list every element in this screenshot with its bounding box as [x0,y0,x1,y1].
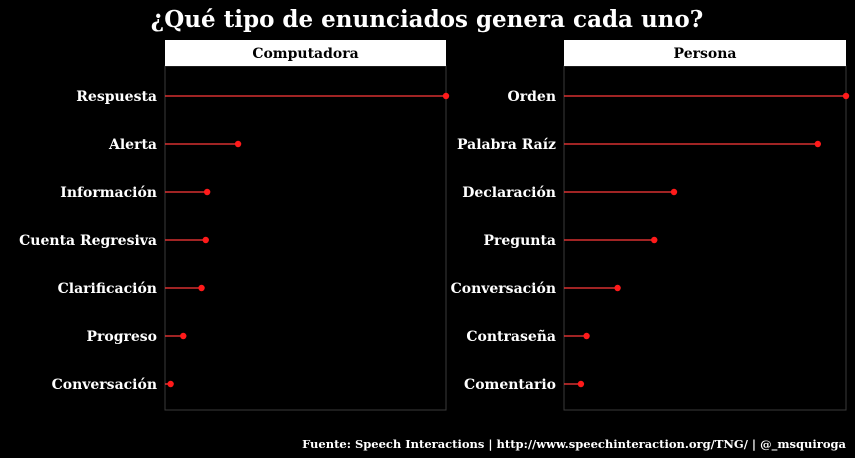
category-label: Pregunta [484,233,557,249]
lollipop-point [614,284,621,292]
category-label: Declaración [462,185,556,201]
facet-strip [165,40,446,66]
category-label: Progreso [86,329,157,345]
lollipop-point [203,188,211,196]
category-label: Conversación [52,377,157,393]
category-label: Contraseña [466,328,556,345]
category-label: Comentario [464,377,556,393]
facet-strip-label: Persona [674,46,737,62]
lollipop-point [442,92,450,100]
category-label: Alerta [108,137,157,153]
lollipop-point [577,380,585,388]
lollipop-point [583,332,590,340]
category-label: Clarificación [58,281,157,297]
lollipop-point [167,380,174,388]
lollipop-point [651,236,658,244]
chart-title: ¿Qué tipo de enunciados genera cada uno? [151,6,703,33]
category-label: Cuenta Regresiva [19,233,157,249]
facet-strip [564,40,846,66]
lollipop-point [198,284,205,292]
category-label: Respuesta [76,89,157,105]
lollipop-point [234,140,242,148]
category-label: Palabra Raíz [457,137,556,153]
facet-panel-1: Computadora Respuesta Alerta Información Cue… [19,40,450,411]
lollipop-point [814,140,821,148]
facet-strip-label: Computadora [252,46,358,62]
chart-caption: Fuente: Speech Interactions | http://www… [302,437,846,452]
lollipop-point [670,188,678,196]
category-label: Orden [508,89,556,105]
facet-panel-2: Persona Orden Palabra Raíz Declaración Pregu… [451,40,850,411]
lollipop-point [202,236,209,244]
panel-border [563,65,847,411]
category-label: Información [60,185,157,201]
lollipop-point [842,92,850,100]
lollipop-point [180,332,187,340]
category-label: Conversación [451,281,556,297]
